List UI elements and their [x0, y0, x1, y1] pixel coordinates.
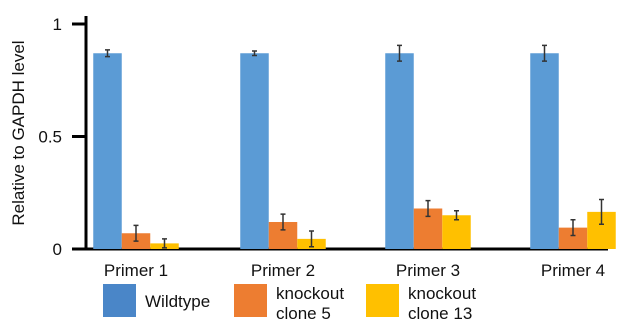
bar — [385, 53, 414, 249]
bar-chart: 00.51 Primer 1 Primer 2 Primer 3 Primer 4 R… — [9, 15, 616, 280]
category-label: Primer 2 — [251, 261, 315, 280]
y-tick-label: 1 — [53, 15, 62, 34]
legend-label-knockout-clone-5: knockout clone 5 — [276, 284, 376, 324]
bars — [93, 53, 616, 249]
legend-swatch-knockout-clone-5 — [234, 284, 267, 317]
legend-swatch-wildtype — [103, 284, 136, 317]
bar — [93, 53, 122, 249]
legend-item-knockout-clone-5: knockout clone 5 — [234, 284, 376, 324]
y-axis-label: Relative to GAPDH level — [9, 40, 28, 225]
legend-line: knockout — [408, 284, 477, 303]
axes — [84, 16, 608, 251]
legend-item-wildtype: Wildtype — [103, 284, 245, 317]
error-bars — [105, 44, 604, 249]
legend-swatch-knockout-clone-13 — [366, 284, 399, 317]
y-tick-label: 0 — [53, 240, 62, 259]
bar — [530, 53, 559, 249]
legend-label-knockout-clone-13: knockout clone 13 — [408, 284, 508, 324]
y-tick-label: 0.5 — [38, 128, 62, 147]
legend-item-knockout-clone-13: knockout clone 13 — [366, 284, 508, 324]
y-ticks: 00.51 — [38, 15, 86, 259]
bar — [240, 53, 269, 249]
legend-label-wildtype: Wildtype — [145, 284, 245, 312]
legend-line: clone 13 — [408, 304, 473, 323]
category-label: Primer 1 — [104, 261, 168, 280]
legend: Wildtype knockout clone 5 knockout clone… — [0, 284, 625, 331]
category-label: Primer 4 — [541, 261, 605, 280]
bar — [442, 215, 471, 249]
bar — [558, 227, 588, 249]
legend-line: knockout — [276, 284, 345, 303]
legend-line: clone 5 — [276, 304, 331, 323]
category-label: Primer 3 — [396, 261, 460, 280]
category-labels: Primer 1 Primer 2 Primer 3 Primer 4 — [104, 261, 605, 280]
legend-line: Wildtype — [145, 292, 211, 311]
